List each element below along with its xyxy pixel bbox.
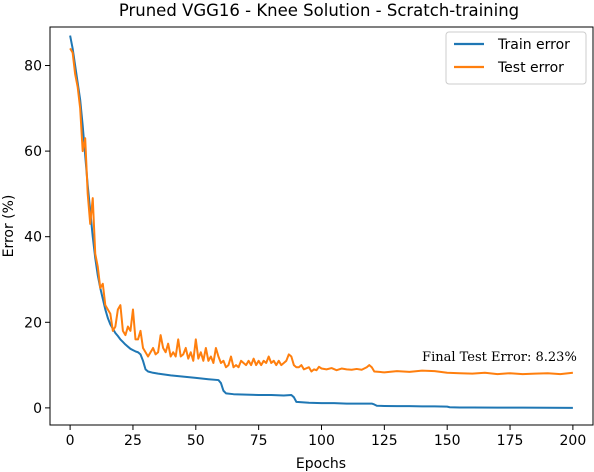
x-tick-label: 0 bbox=[66, 433, 75, 449]
x-tick-label: 125 bbox=[371, 433, 398, 449]
x-tick-label: 100 bbox=[308, 433, 335, 449]
y-tick-label: 0 bbox=[33, 401, 42, 417]
x-tick-label: 75 bbox=[250, 433, 268, 449]
x-tick-label: 50 bbox=[187, 433, 205, 449]
series-line-test-error bbox=[69, 47, 573, 376]
legend-label-train-error: Train error bbox=[497, 37, 570, 53]
x-tick-label: 150 bbox=[434, 433, 461, 449]
final-test-error-annotation: Final Test Error: 8.23% bbox=[422, 350, 577, 365]
legend: Train error Test error bbox=[445, 31, 587, 85]
y-tick-label: 80 bbox=[24, 59, 42, 75]
chart-title: Pruned VGG16 - Knee Solution - Scratch-t… bbox=[119, 1, 519, 20]
y-tick-label: 20 bbox=[24, 315, 42, 331]
y-axis-label: Error (%) bbox=[1, 195, 17, 258]
x-tick-label: 200 bbox=[560, 433, 587, 449]
series-layer bbox=[69, 35, 573, 409]
y-tick-label: 40 bbox=[24, 230, 42, 246]
x-tick-label: 25 bbox=[124, 433, 142, 449]
y-tick-label: 60 bbox=[24, 144, 42, 160]
x-axis: 0 25 50 75 100 125 150 175 200 bbox=[66, 425, 587, 449]
x-axis-label: Epochs bbox=[296, 456, 346, 472]
legend-label-test-error: Test error bbox=[497, 60, 564, 76]
y-axis: 0 20 40 60 80 bbox=[24, 59, 50, 417]
plot-area-frame bbox=[49, 26, 594, 426]
x-tick-label: 175 bbox=[497, 433, 524, 449]
